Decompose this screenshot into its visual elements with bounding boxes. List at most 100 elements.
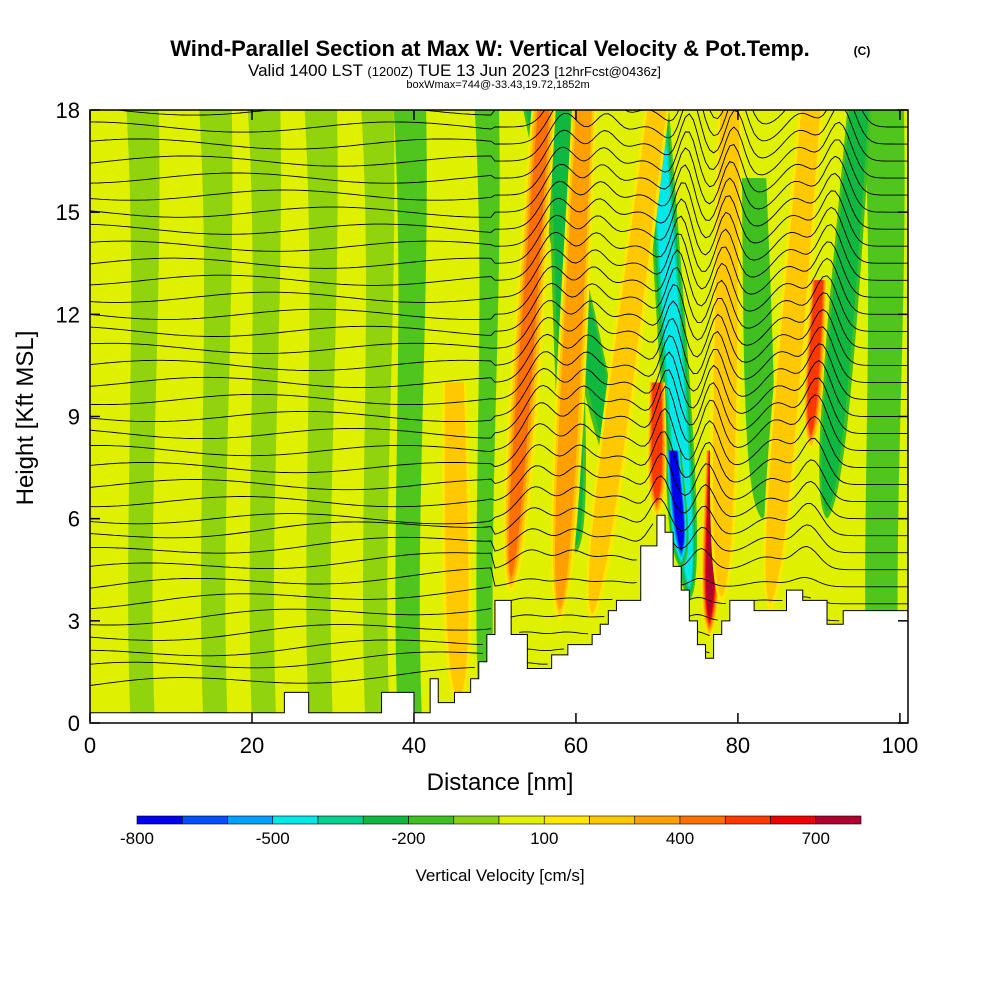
- background-band: [199, 110, 233, 723]
- colorbar-swatch: [136, 815, 183, 825]
- colorbar-tick-label: 400: [666, 829, 694, 848]
- updraft-core: [556, 110, 590, 605]
- x-tick-label: 100: [882, 733, 919, 758]
- colorbar-swatch: [408, 815, 455, 825]
- colorbar-swatch: [362, 815, 409, 825]
- y-tick-label: 6: [68, 507, 80, 532]
- colorbar: -800 -500 -200 100 400 700: [120, 815, 862, 848]
- isentrope-line: [90, 407, 908, 474]
- colorbar-swatch: [770, 815, 817, 825]
- y-tick-label: 9: [68, 405, 80, 430]
- forecast-info: [12hrFcst@0436z]: [554, 64, 660, 79]
- colorbar-swatch: [815, 815, 862, 825]
- box-max-info: boxWmax=744@-33.43,19.72,1852m: [406, 79, 589, 91]
- isentrope-line: [90, 624, 710, 641]
- isentrope-line: [90, 651, 548, 669]
- colorbar-swatch: [227, 815, 274, 825]
- isentrope-line: [90, 215, 908, 286]
- colorbar-swatch: [589, 815, 636, 825]
- colorbar-swatch: [724, 815, 771, 825]
- isentrope-line: [90, 110, 908, 150]
- downdraft-core: [745, 178, 771, 510]
- x-tick-label: 0: [84, 733, 96, 758]
- isentrope-line: [90, 475, 908, 525]
- isentrope-line: [90, 546, 908, 571]
- terrain-mask: [90, 514, 908, 723]
- isentrope-line: [90, 318, 908, 389]
- y-tick-label: 3: [68, 609, 80, 634]
- isentrope-line: [90, 607, 840, 626]
- isentrope-line: [90, 300, 908, 371]
- isentrope-line: [90, 666, 475, 686]
- valid-main: Valid 1400 LST: [248, 61, 363, 80]
- isentrope-line: [90, 198, 908, 269]
- copyright-mark: (C): [854, 44, 871, 58]
- colorbar-tick-label: -200: [391, 829, 425, 848]
- y-axis-label: Height [Kft MSL]: [12, 331, 39, 506]
- background-band: [126, 110, 160, 723]
- isentrope-line: [90, 113, 908, 184]
- background-band: [304, 110, 338, 723]
- isentrope-line: [90, 249, 908, 320]
- valid-utc: (1200Z): [367, 64, 413, 79]
- isentrope-line: [90, 164, 908, 235]
- isentrope-line: [90, 182, 908, 252]
- isentrope-line: [90, 110, 908, 133]
- x-tick-label: 20: [240, 733, 264, 758]
- isentrope-line: [90, 335, 908, 406]
- isentrope-line: [90, 131, 908, 201]
- updraft-core: [508, 110, 550, 578]
- colorbar-tick-label: 100: [530, 829, 558, 848]
- x-tick-label: 60: [564, 733, 588, 758]
- downdraft-core: [670, 450, 684, 549]
- isentrope-line: [112, 110, 908, 116]
- isentrope-line: [90, 385, 908, 457]
- chart-title: Wind-Parallel Section at Max W: Vertical…: [170, 36, 810, 61]
- y-tick-label: 0: [68, 711, 80, 736]
- isentrope-line: [90, 586, 908, 610]
- colorbar-swatch: [498, 815, 545, 825]
- updraft-core: [447, 382, 466, 693]
- colorbar-swatch: [679, 815, 726, 825]
- isentrope-line: [90, 567, 908, 589]
- colorbar-tick-label: -500: [256, 829, 290, 848]
- colorbar-label: Vertical Velocity [cm/s]: [415, 866, 584, 885]
- colorbar-swatch: [453, 815, 500, 825]
- isentrope-line: [90, 498, 908, 539]
- updraft-core: [590, 110, 664, 608]
- colorbar-swatch: [317, 815, 364, 825]
- isentrope-line: [90, 523, 908, 554]
- colorbar-swatch: [272, 815, 319, 825]
- isentrope-line: [90, 431, 908, 491]
- colorbar-swatch: [634, 815, 681, 825]
- isentrope-line: [90, 369, 908, 440]
- velocity-field: [126, 110, 905, 723]
- x-tick-label: 40: [402, 733, 426, 758]
- isentrope-line: [90, 110, 908, 167]
- x-axis-label: Distance [nm]: [427, 769, 574, 796]
- colorbar-swatch: [543, 815, 590, 825]
- isentrope-line: [90, 452, 908, 508]
- isentrope-line: [90, 639, 710, 657]
- colorbar-tick-label: -800: [120, 829, 154, 848]
- updraft-core: [767, 110, 818, 597]
- potential-temperature-contours: [90, 110, 908, 686]
- colorbar-tick-label: 700: [802, 829, 830, 848]
- y-tick-label: 15: [56, 200, 80, 225]
- isentrope-line: [90, 351, 908, 423]
- colorbar-swatch: [181, 815, 228, 825]
- isentrope-line: [90, 266, 908, 337]
- valid-date: TUE 13 Jun 2023: [417, 61, 549, 80]
- valid-time: Valid 1400 LST (1200Z) TUE 13 Jun 2023 […: [248, 61, 661, 80]
- isentrope-line: [90, 284, 908, 354]
- axes: 0 20 40 60 80 100 0 3 6 9 12 15 18: [56, 98, 919, 758]
- downdraft-core: [823, 110, 867, 506]
- background-band: [474, 110, 500, 723]
- updraft-core: [808, 280, 823, 432]
- x-tick-label: 80: [726, 733, 750, 758]
- isentrope-line: [90, 233, 908, 303]
- y-tick-label: 12: [56, 302, 80, 327]
- y-tick-label: 18: [56, 98, 80, 123]
- isentrope-line: [90, 147, 908, 218]
